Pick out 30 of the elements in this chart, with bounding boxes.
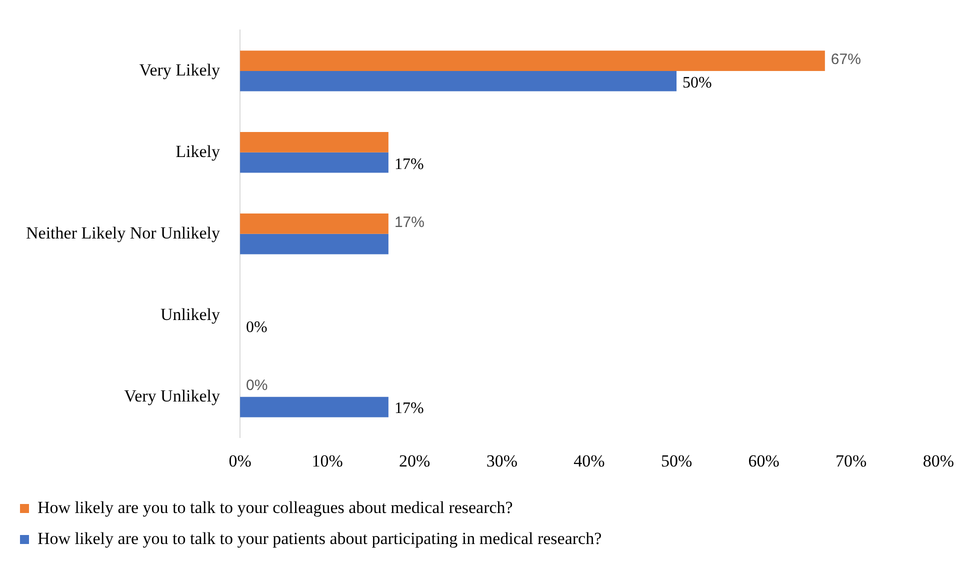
data-label: 17% [394,400,424,418]
data-label: 0% [246,318,268,336]
x-tick-label: 60% [748,451,780,470]
bar [240,234,388,254]
y-tick-label: Very Unlikely [124,386,221,406]
x-tick-label: 70% [836,451,867,470]
y-tick-label: Unlikely [160,304,221,324]
bar [240,152,388,173]
y-tick-label: Likely [176,142,221,161]
y-tick-label: Very Likely [139,60,221,80]
x-tick-label: 20% [399,451,430,470]
legend-label: How likely are you to talk to your colleagues about medical research? [38,498,513,517]
legend-label: How likely are you to talk to your patients about participating in medical research? [38,528,602,548]
bar [240,214,388,234]
bar [240,396,388,418]
data-label: 50% [682,74,712,92]
x-tick-label: 30% [486,451,518,470]
bar [240,50,825,71]
x-tick-label: 80% [922,451,954,470]
bar [240,132,388,152]
x-tick-label: 10% [312,451,343,470]
bar [240,70,677,92]
x-tick-label: 40% [574,451,605,470]
data-label: 17% [394,214,424,231]
data-label: 17% [394,156,424,173]
x-tick-label: 50% [660,451,692,470]
y-tick-label: Neither Likely Nor Unlikely [26,223,221,242]
x-tick-label: 0% [228,451,252,470]
data-label: 0% [246,376,268,394]
data-label: 67% [830,50,861,68]
